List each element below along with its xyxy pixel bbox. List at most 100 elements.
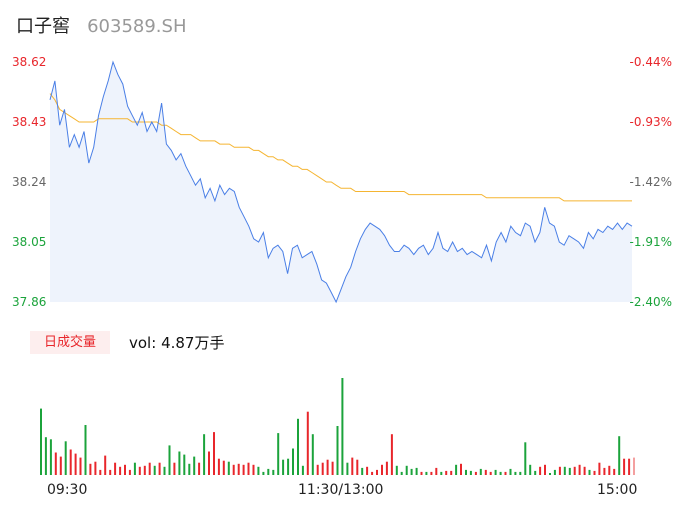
volume-bar (301, 465, 304, 475)
price-tick-label: 38.05 (12, 235, 47, 249)
volume-bar (504, 471, 507, 475)
pct-tick-label: -1.91% (629, 235, 672, 249)
volume-bar (213, 432, 215, 475)
volume-bar (109, 469, 112, 475)
volume-bar (544, 464, 546, 475)
volume-bar (356, 459, 359, 475)
volume-bar (628, 458, 631, 475)
volume-bar (529, 464, 532, 475)
volume-tab[interactable]: 日成交量 (30, 331, 110, 354)
volume-bar (460, 463, 462, 475)
time-tick-label: 11:30/13:00 (298, 482, 384, 498)
volume-bar (193, 456, 196, 475)
volume-bar (385, 461, 388, 475)
volume-bar (124, 464, 126, 475)
volume-bar (450, 470, 453, 475)
volume-bar (40, 408, 42, 475)
volume-bar (257, 466, 260, 475)
volume-bar (381, 464, 383, 475)
volume-bar (484, 469, 487, 475)
volume-bar (435, 467, 438, 475)
volume-bar (54, 452, 57, 475)
volume-bar (143, 465, 146, 475)
volume-bar (563, 466, 566, 475)
volume-bar (208, 451, 210, 475)
volume-bar (148, 462, 151, 475)
volume-bar (474, 471, 477, 475)
volume-bar (306, 411, 309, 475)
stock-code: 603589.SH (87, 16, 187, 37)
price-area (50, 62, 632, 302)
volume-bar (445, 470, 448, 475)
volume-bar (420, 471, 423, 475)
volume-bar (553, 469, 556, 475)
volume-bar (346, 462, 349, 475)
volume-prefix: vol: (129, 334, 157, 352)
volume-bar (44, 437, 47, 475)
volume-bar (69, 449, 72, 475)
volume-bar (163, 466, 166, 475)
volume-bar (623, 458, 626, 475)
volume-bar (479, 468, 482, 475)
volume-bar (568, 467, 571, 475)
volume-bar (217, 458, 220, 475)
volume-bar (534, 470, 537, 475)
price-tick-label: 38.43 (12, 115, 47, 129)
pct-tick-label: -2.40% (629, 295, 672, 309)
volume-bar (227, 461, 230, 475)
volume-bar (366, 466, 369, 475)
volume-bar (267, 468, 270, 475)
volume-bar (519, 471, 522, 475)
volume-bar (133, 462, 136, 475)
volume-bar (395, 465, 398, 475)
volume-bar (168, 445, 171, 475)
volume-bar (415, 467, 418, 475)
volume-bar (262, 471, 265, 475)
volume-bar (282, 459, 285, 475)
volume-bar (588, 469, 591, 475)
volume-bar (341, 378, 344, 475)
volume-bar (292, 448, 294, 475)
volume-bar (499, 471, 502, 475)
volume-bar (297, 418, 299, 475)
pct-tick-label: -0.44% (629, 55, 672, 69)
volume-bar (514, 471, 517, 475)
volume-bar (400, 471, 403, 475)
volume-bar (469, 470, 472, 475)
volume-bar (138, 466, 141, 475)
volume-bar (247, 462, 250, 475)
volume-bar (489, 471, 492, 475)
volume-bar (549, 473, 551, 475)
volume-bar (242, 464, 245, 475)
volume-bar (425, 471, 428, 475)
volume-bar (153, 465, 156, 475)
volume-bar (613, 468, 616, 475)
volume-bar (410, 468, 413, 475)
volume-bar (376, 469, 378, 475)
volume-bar (99, 469, 102, 475)
volume-bar (405, 465, 408, 475)
volume-bar (89, 463, 92, 475)
volume-bar (222, 460, 225, 475)
price-tick-label: 38.24 (12, 175, 47, 189)
volume-bar (104, 455, 107, 475)
volume-readout: vol: 4.87万手 (129, 332, 224, 353)
volume-bar (361, 467, 364, 475)
volume-bar (79, 457, 82, 475)
header: 口子窖 603589.SH (16, 12, 187, 40)
volume-bar (119, 466, 122, 475)
volume-bar (351, 457, 354, 475)
volume-bar (277, 433, 280, 475)
volume-bar (440, 471, 443, 475)
volume-bar (183, 454, 186, 475)
volume-bar (494, 469, 497, 475)
volume-bar (331, 461, 334, 475)
price-tick-label: 37.86 (12, 295, 47, 309)
price-tick-label: 38.62 (12, 55, 47, 69)
volume-bar (158, 462, 161, 475)
volume-bar (198, 462, 201, 475)
volume-bar (94, 461, 97, 475)
volume-bar (598, 462, 601, 475)
volume-bar (390, 434, 393, 475)
